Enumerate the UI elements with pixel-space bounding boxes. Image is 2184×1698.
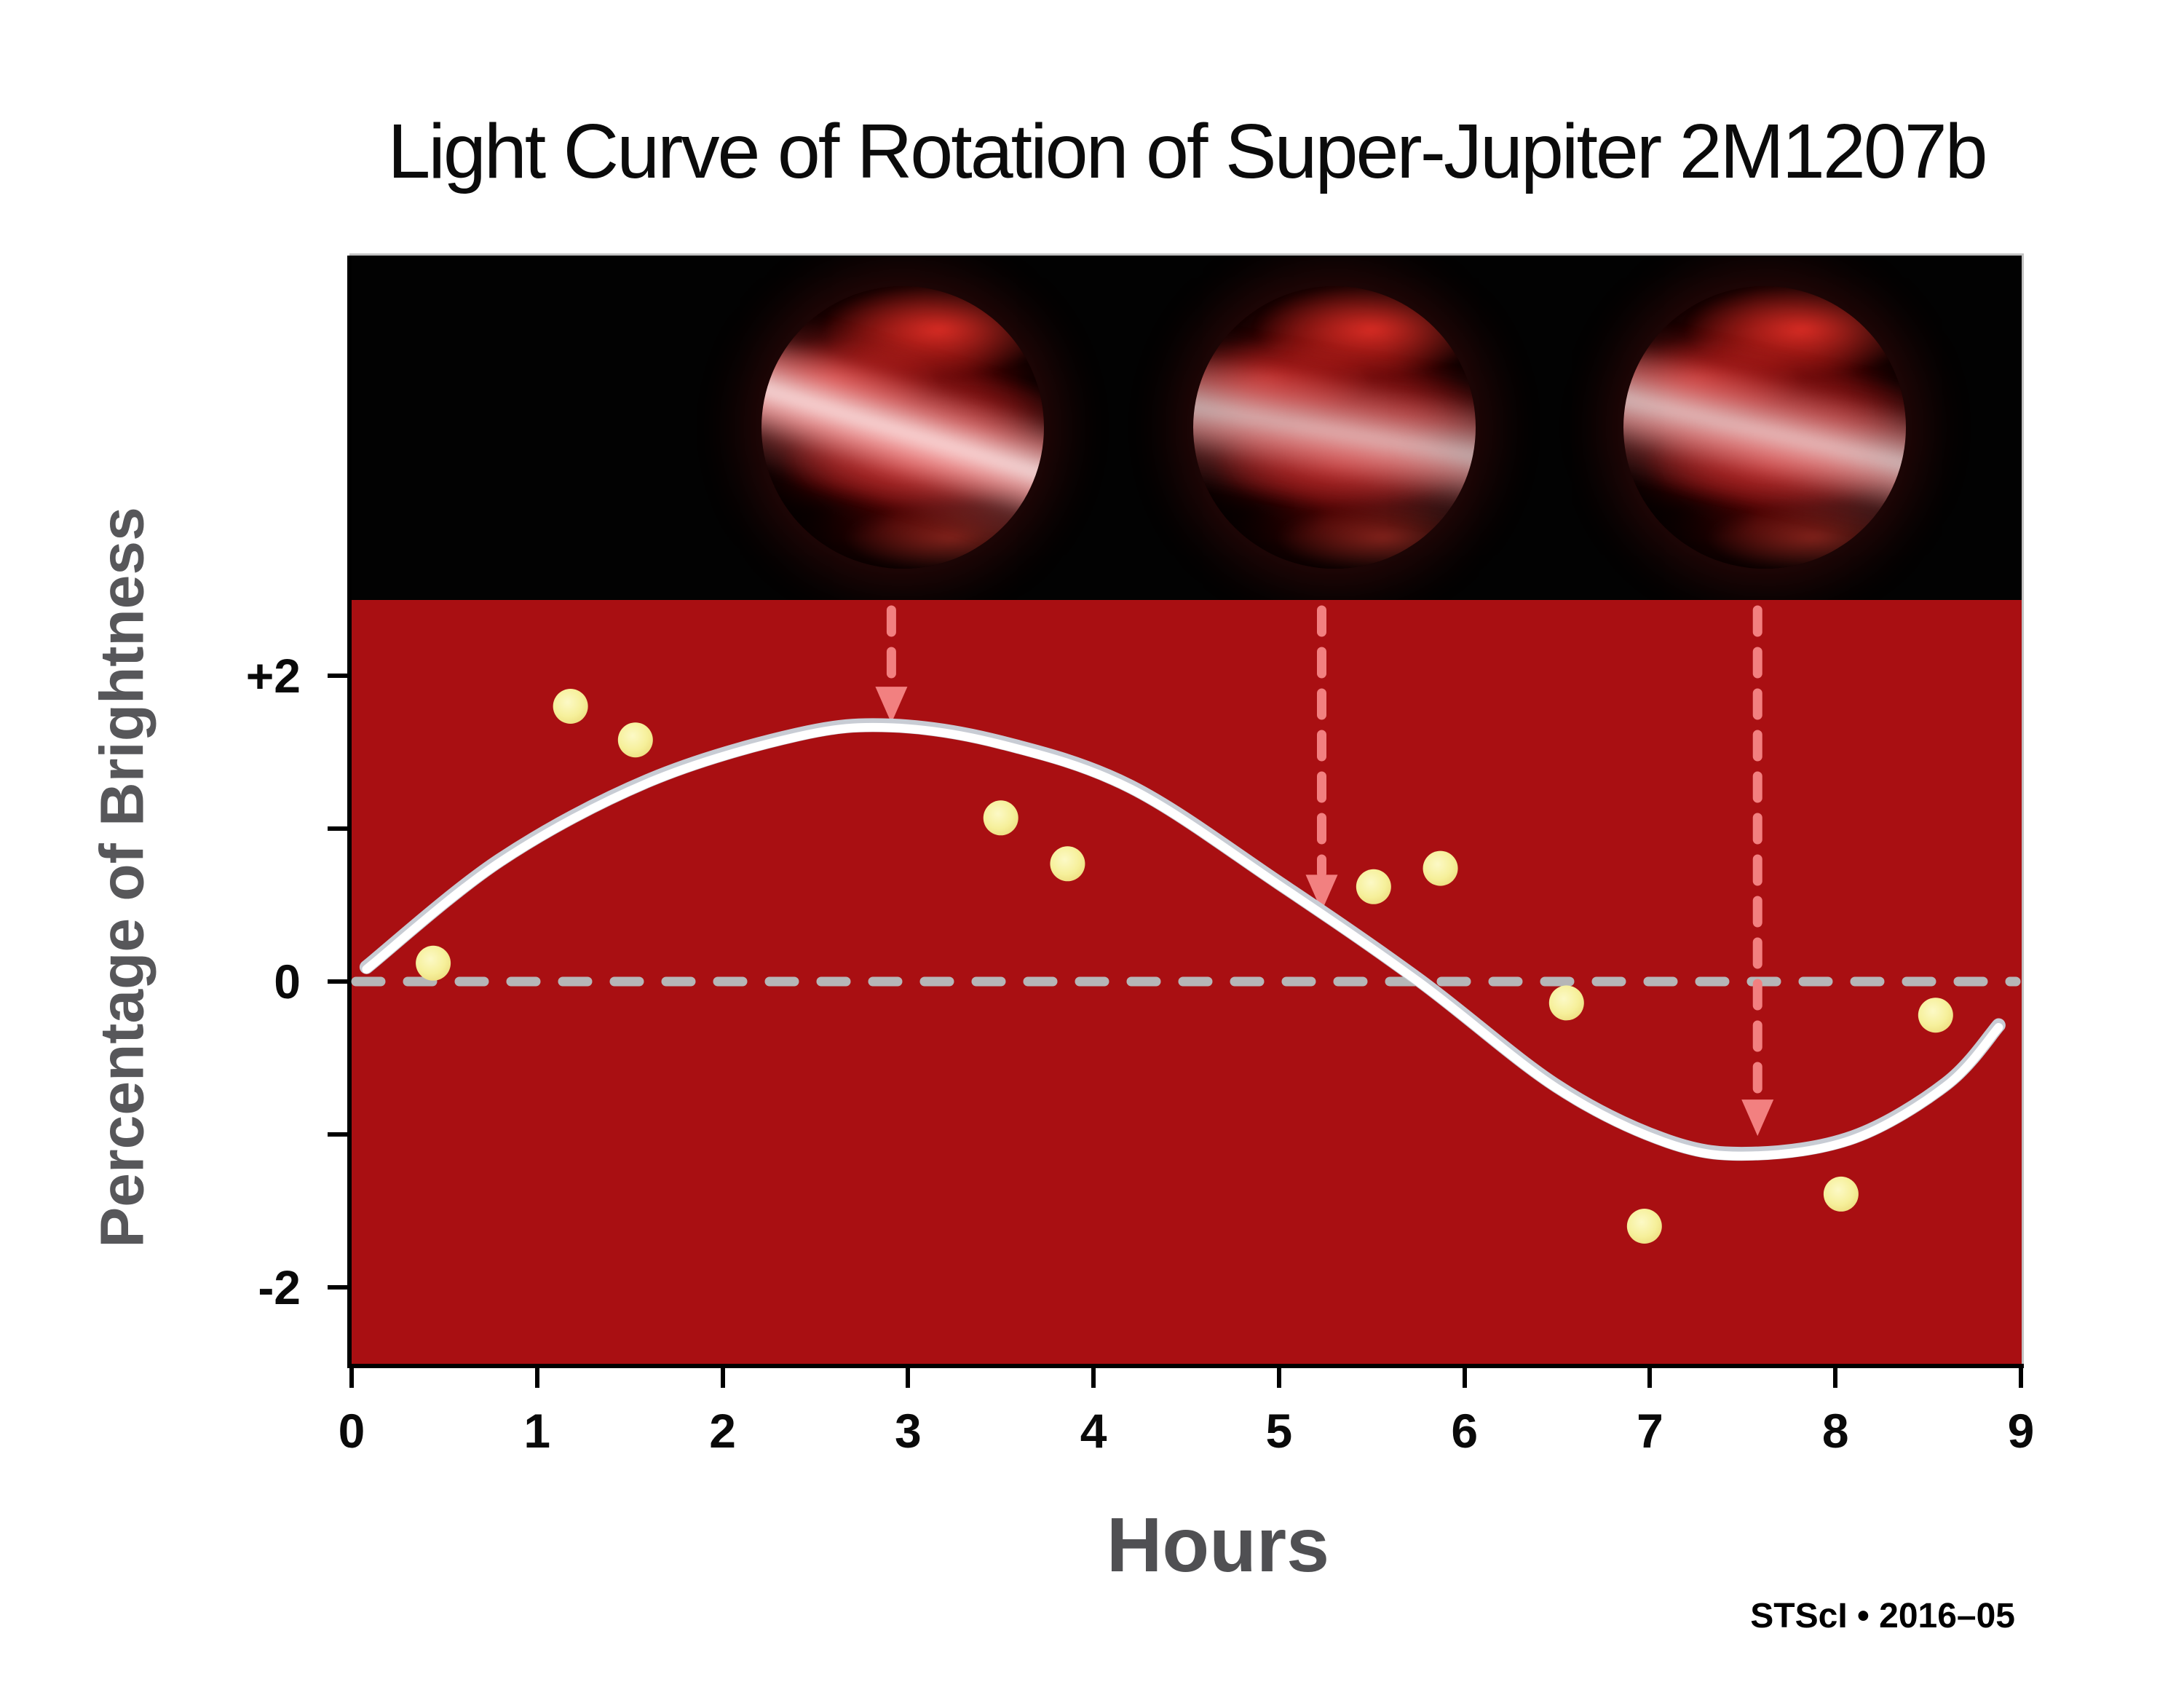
x-tick: [1647, 1366, 1653, 1388]
x-axis-title: Hours: [1106, 1502, 1330, 1588]
frame-top-line: [349, 253, 2024, 256]
plot-area: [352, 600, 2022, 1366]
y-tick-label: -2: [258, 1260, 301, 1314]
y-tick-label: +2: [245, 649, 301, 703]
x-tick-label: 1: [523, 1404, 551, 1458]
x-tick-label: 2: [709, 1404, 736, 1458]
x-tick: [349, 1366, 354, 1388]
y-tick: [328, 674, 352, 678]
chart-title: Light Curve of Rotation of Super-Jupiter…: [387, 108, 1987, 194]
y-tick-minor: [328, 826, 352, 831]
x-tick: [1091, 1366, 1096, 1388]
planet-bright-band: [761, 286, 1044, 569]
planet-image-strip: [352, 256, 2022, 600]
y-tick-label: 0: [274, 955, 301, 1008]
x-axis-line: [347, 1364, 2024, 1368]
planet-bright-band: [1193, 286, 1476, 569]
y-axis-title: Percentage of Brightness: [87, 507, 157, 1248]
x-tick-label: 4: [1080, 1404, 1107, 1458]
planet-image: [761, 286, 1044, 569]
planet-image: [1193, 286, 1476, 569]
x-tick: [1276, 1366, 1281, 1388]
x-tick-label: 9: [2007, 1404, 2035, 1458]
x-tick-label: 7: [1637, 1404, 1663, 1458]
x-tick: [906, 1366, 911, 1388]
y-tick: [328, 1285, 352, 1290]
planet-bright-band: [1623, 286, 1907, 569]
x-tick-label: 8: [1821, 1404, 1849, 1458]
x-tick-label: 0: [338, 1404, 365, 1458]
credit-text: STScI • 2016–05: [1750, 1597, 2015, 1635]
x-tick: [1833, 1366, 1838, 1388]
x-tick-label: 3: [894, 1404, 922, 1458]
x-tick: [2019, 1366, 2024, 1388]
y-tick-minor: [328, 1132, 352, 1137]
x-tick-label: 5: [1265, 1404, 1293, 1458]
planet-image: [1623, 286, 1907, 569]
y-axis-line: [347, 256, 352, 1368]
x-tick: [534, 1366, 539, 1388]
y-tick: [328, 979, 352, 984]
x-tick-label: 6: [1451, 1404, 1479, 1458]
x-tick: [1462, 1366, 1467, 1388]
frame-right-line: [2022, 253, 2024, 1368]
x-tick: [720, 1366, 725, 1388]
